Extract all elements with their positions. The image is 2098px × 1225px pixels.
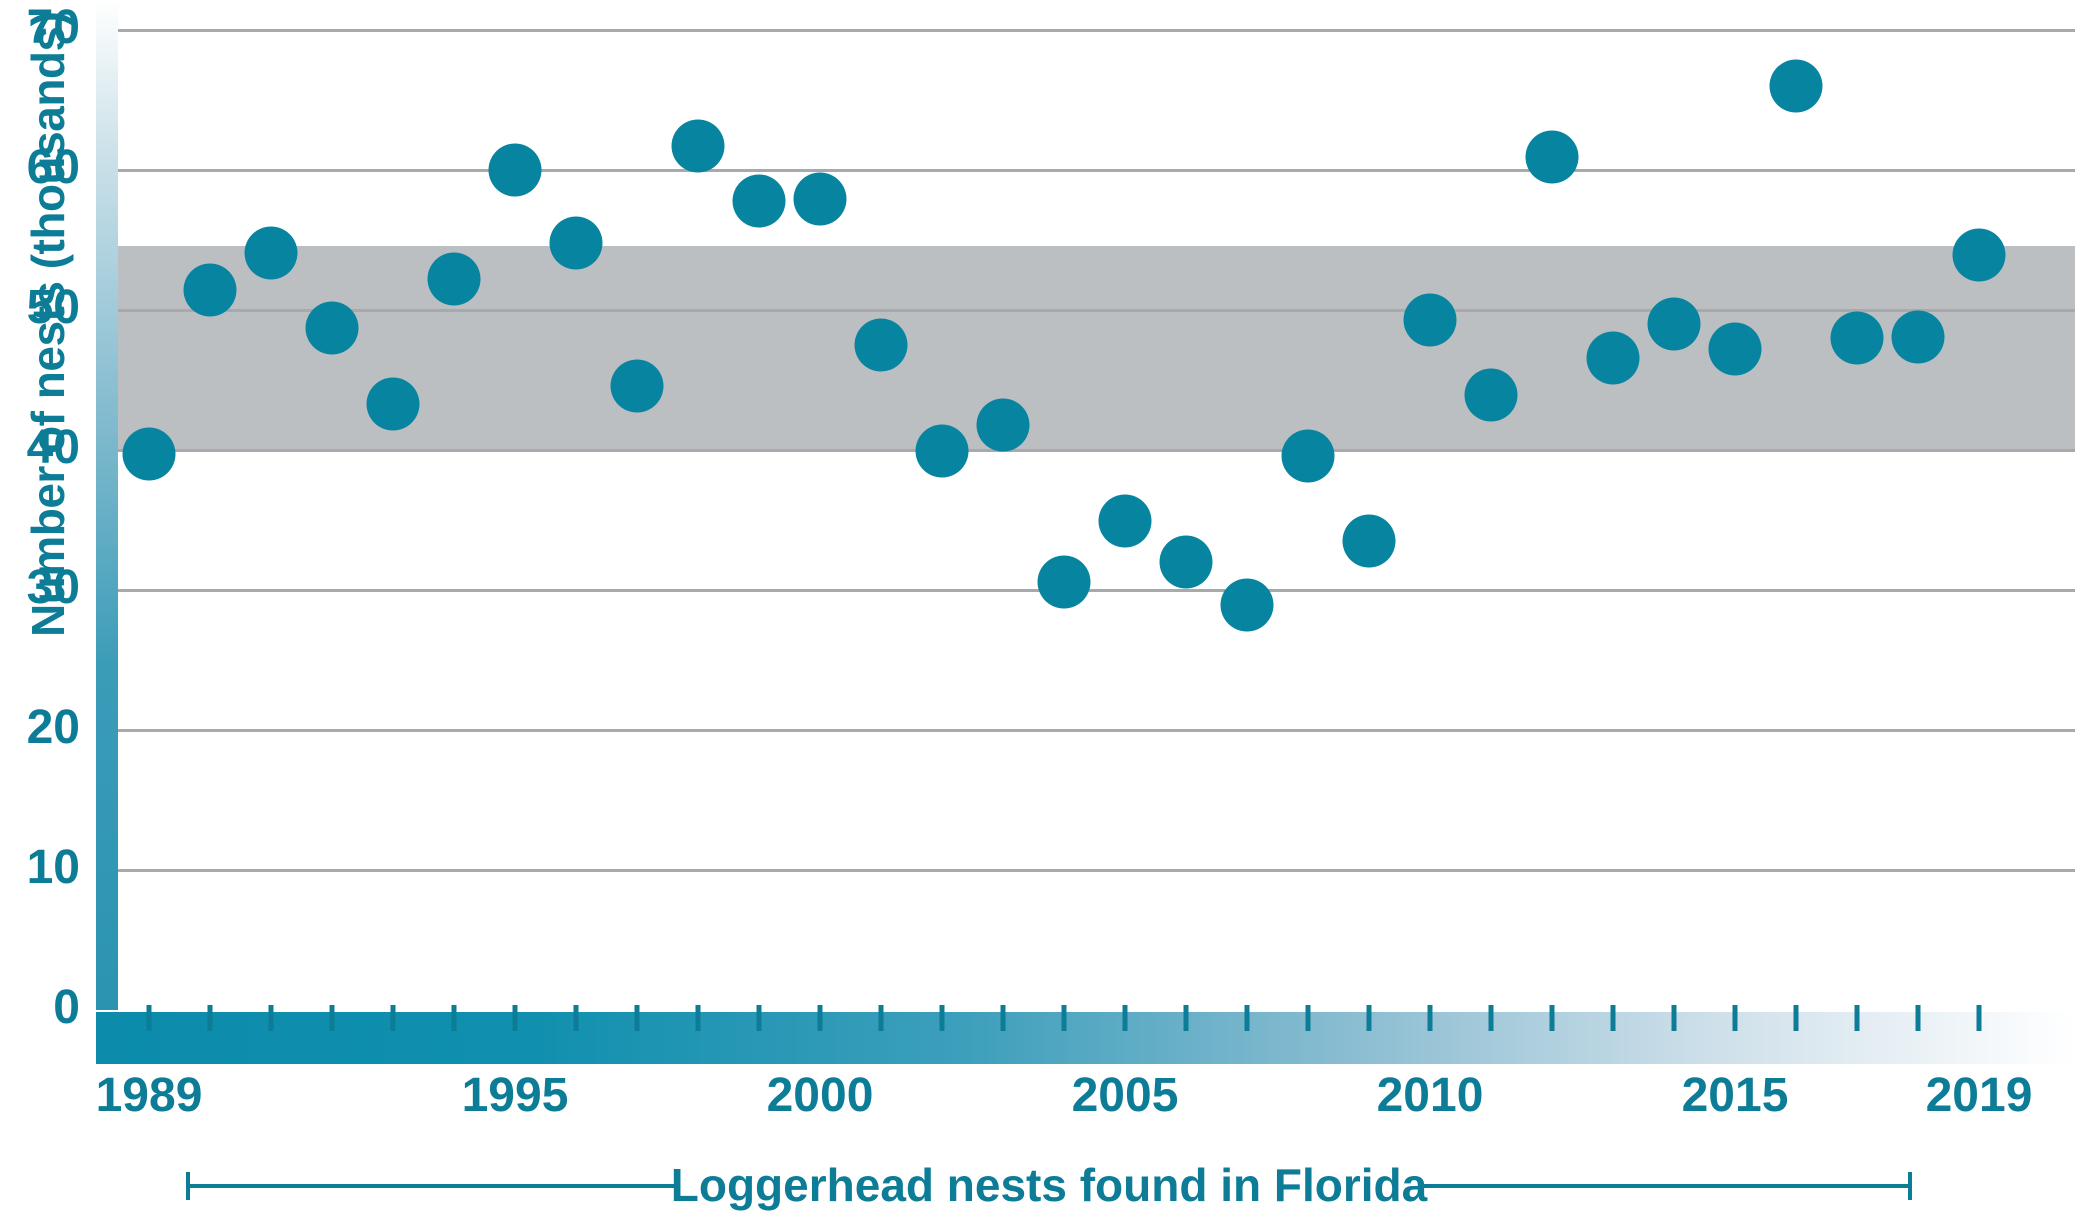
caption-rule-right-cap (1908, 1172, 1912, 1200)
x-axis-tick-mark (1183, 1005, 1189, 1031)
plot-area (113, 0, 2075, 1010)
caption-rule-left (188, 1184, 680, 1188)
x-axis-tick-label: 1995 (461, 1069, 569, 1122)
data-point (854, 318, 908, 372)
x-axis-tick-label: 2000 (766, 1069, 874, 1122)
gridline-30 (113, 589, 2075, 592)
x-axis-tick-mark (939, 1005, 945, 1031)
data-point (1464, 368, 1518, 422)
data-point (1098, 494, 1152, 548)
x-axis-tick-mark (268, 1005, 274, 1031)
y-axis-tick-label: 10 (26, 841, 80, 894)
data-point (1281, 429, 1335, 483)
y-axis-tick-label: 0 (53, 981, 80, 1034)
x-axis-tick-mark (1061, 1005, 1067, 1031)
x-axis-tick-mark (1305, 1005, 1311, 1031)
data-point (1220, 578, 1274, 632)
data-point (366, 377, 420, 431)
data-point (305, 301, 359, 355)
data-point (1525, 130, 1579, 184)
x-axis-tick-mark (390, 1005, 396, 1031)
data-point (1342, 514, 1396, 568)
x-axis-tick-mark (573, 1005, 579, 1031)
x-axis-tick-mark (512, 1005, 518, 1031)
x-axis-tick-label: 2015 (1681, 1069, 1789, 1122)
x-axis-tick-mark (756, 1005, 762, 1031)
caption-rule-right (1418, 1184, 1910, 1188)
data-point (793, 172, 847, 226)
y-axis-tick-label: 50 (26, 281, 80, 334)
x-axis-tick-label: 2005 (1071, 1069, 1179, 1122)
x-axis-tick-mark (146, 1005, 152, 1031)
y-axis-spine (96, 0, 118, 1010)
gridline-60 (113, 169, 2075, 172)
data-point (1830, 311, 1884, 365)
x-axis-tick-mark (1793, 1005, 1799, 1031)
x-axis-tick-mark (1732, 1005, 1738, 1031)
data-point (1891, 310, 1945, 364)
data-point (1586, 331, 1640, 385)
x-axis-tick-mark (1122, 1005, 1128, 1031)
caption-row: Loggerhead nests found in Florida (0, 1150, 2098, 1220)
data-point (915, 424, 969, 478)
data-point (1037, 555, 1091, 609)
data-point (732, 174, 786, 228)
x-axis-tick-label: 2010 (1376, 1069, 1484, 1122)
y-axis-tick-label: 60 (26, 141, 80, 194)
x-axis-spine (96, 1012, 2075, 1064)
data-point (671, 119, 725, 173)
data-point (122, 427, 176, 481)
x-axis-tick-mark (1915, 1005, 1921, 1031)
x-axis-tick-mark (1366, 1005, 1372, 1031)
x-axis-tick-mark (817, 1005, 823, 1031)
data-point (1769, 59, 1823, 113)
data-point (549, 216, 603, 270)
data-point (1159, 535, 1213, 589)
x-axis-tick-mark (1610, 1005, 1616, 1031)
y-axis-tick-label: 70 (26, 1, 80, 54)
x-axis-tick-mark (1854, 1005, 1860, 1031)
x-axis-tick-mark (1488, 1005, 1494, 1031)
x-axis-tick-mark (1000, 1005, 1006, 1031)
x-axis-tick-mark (634, 1005, 640, 1031)
data-point (244, 226, 298, 280)
x-axis-tick-mark (878, 1005, 884, 1031)
chart-caption: Loggerhead nests found in Florida (670, 1159, 1428, 1211)
data-point (1647, 297, 1701, 351)
x-axis-tick-mark (451, 1005, 457, 1031)
data-point (183, 263, 237, 317)
x-axis-tick-label: 1989 (95, 1069, 203, 1122)
y-axis-tick-label: 20 (26, 701, 80, 754)
data-point (1403, 293, 1457, 347)
x-axis-tick-mark (1427, 1005, 1433, 1031)
x-axis-tick-mark (695, 1005, 701, 1031)
data-point (488, 143, 542, 197)
x-axis-tick-mark (1671, 1005, 1677, 1031)
y-axis-tick-label: 30 (26, 561, 80, 614)
x-axis-tick-mark (1549, 1005, 1555, 1031)
x-axis-tick-label: 2019 (1925, 1069, 2033, 1122)
x-axis-tick-mark (1976, 1005, 1982, 1031)
x-axis-tick-mark (329, 1005, 335, 1031)
data-point (427, 252, 481, 306)
gridline-40 (113, 449, 2075, 452)
gridline-20 (113, 729, 2075, 732)
data-point (1708, 322, 1762, 376)
gridline-70 (113, 29, 2075, 32)
y-axis-tick-label: 40 (26, 421, 80, 474)
x-axis-tick-mark (207, 1005, 213, 1031)
data-point (610, 359, 664, 413)
gridline-50 (113, 309, 2075, 312)
data-point (1952, 228, 2006, 282)
gridline-10 (113, 869, 2075, 872)
x-axis-tick-mark (1244, 1005, 1250, 1031)
data-point (976, 398, 1030, 452)
